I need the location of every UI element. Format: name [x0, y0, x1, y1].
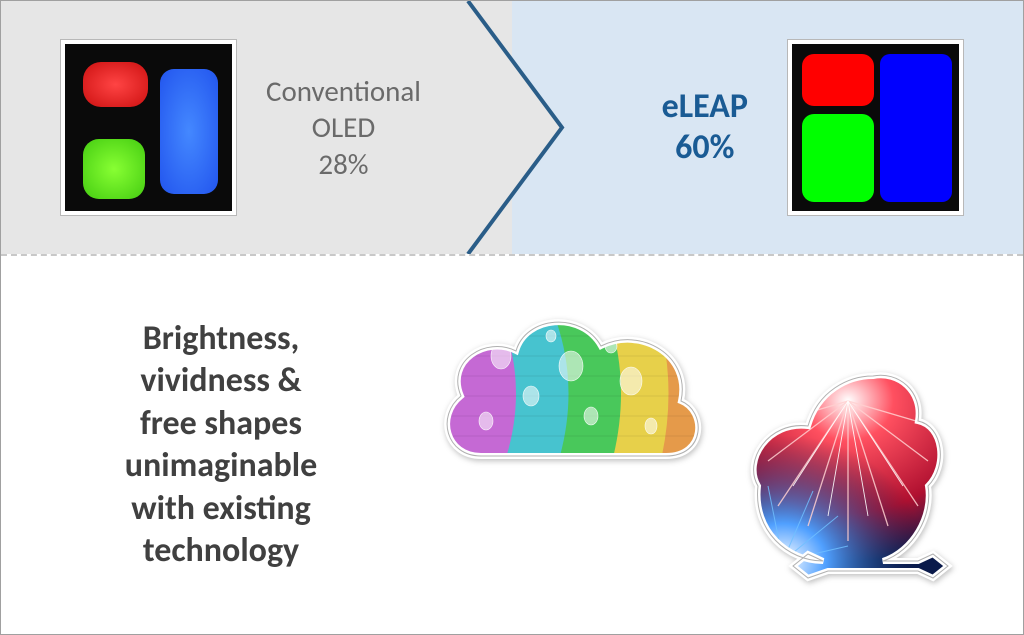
- freeform-shapes-area: [391, 276, 993, 614]
- headline-line4: unimaginable: [51, 445, 391, 488]
- red-subpixel: [802, 54, 874, 106]
- blue-subpixel: [880, 54, 952, 202]
- cloud-shape-display: [431, 296, 711, 486]
- frog-shape-display: [718, 366, 978, 596]
- conventional-line1: Conventional: [266, 73, 421, 109]
- conventional-value: 28%: [266, 146, 421, 182]
- green-subpixel: [802, 114, 874, 202]
- chevron-divider: [462, 1, 572, 254]
- conventional-label: Conventional OLED 28%: [266, 73, 421, 182]
- conventional-pixel-thumb: [61, 40, 236, 215]
- headline-line2: vividness &: [51, 360, 391, 403]
- conventional-panel: Conventional OLED 28%: [1, 1, 512, 254]
- eleap-value: 60%: [662, 128, 748, 169]
- green-subpixel: [83, 139, 145, 199]
- eleap-label: eLEAP 60%: [662, 87, 748, 169]
- eleap-panel: eLEAP 60%: [512, 1, 1023, 254]
- benefits-headline: Brightness, vividness & free shapes unim…: [51, 318, 391, 573]
- benefits-row: Brightness, vividness & free shapes unim…: [1, 256, 1023, 634]
- headline-line6: technology: [51, 530, 391, 573]
- conventional-line2: OLED: [266, 109, 421, 145]
- comparison-row: Conventional OLED 28% eLEAP 60%: [1, 1, 1023, 256]
- slide: Conventional OLED 28% eLEAP 60%: [0, 0, 1024, 635]
- headline-line5: with existing: [51, 488, 391, 531]
- blue-subpixel: [160, 69, 218, 194]
- headline-line1: Brightness,: [51, 318, 391, 361]
- red-subpixel: [83, 62, 148, 107]
- eleap-pixel-thumb: [788, 40, 963, 215]
- eleap-line1: eLEAP: [662, 87, 748, 128]
- headline-line3: free shapes: [51, 403, 391, 446]
